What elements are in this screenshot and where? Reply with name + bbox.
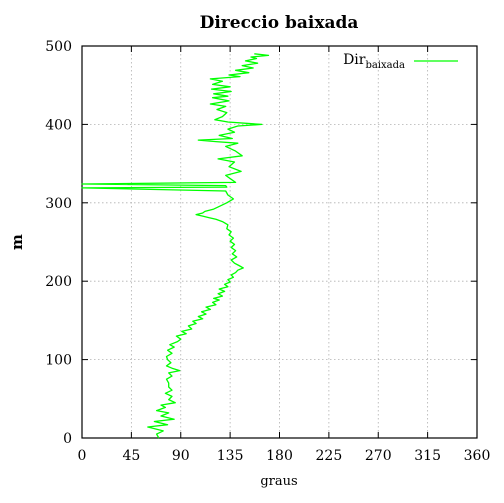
grid-lines <box>82 46 477 438</box>
series-layer <box>81 53 270 439</box>
legend-label: Dirbaixada <box>343 52 405 71</box>
y-axis-label: m <box>8 234 26 250</box>
x-tick-label: 45 <box>122 448 140 464</box>
x-axis-label: graus <box>260 474 297 489</box>
y-tick-label: 500 <box>45 39 72 55</box>
x-tick-label: 270 <box>365 448 392 464</box>
y-tick-label: 0 <box>63 431 72 447</box>
x-tick-label: 90 <box>172 448 190 464</box>
y-tick-label: 300 <box>45 196 72 212</box>
y-tick-label: 100 <box>45 353 72 369</box>
plot-area-frame <box>81 45 478 439</box>
x-tick-label: 225 <box>316 448 343 464</box>
y-tick-label: 400 <box>45 117 72 133</box>
x-tick-label: 180 <box>266 448 293 464</box>
series-line <box>81 53 270 439</box>
x-tick-label: 315 <box>414 448 441 464</box>
x-tick-label: 135 <box>217 448 244 464</box>
chart-title: Direccio baixada <box>200 13 359 33</box>
legend-label-sub: baixada <box>365 60 405 71</box>
x-tick-label: 0 <box>78 448 87 464</box>
legend: Dirbaixada <box>343 52 458 71</box>
x-tick-label: 360 <box>464 448 491 464</box>
y-tick-label: 200 <box>45 274 72 290</box>
axis-ticks: 0 45 90 135 180 225 270 315 360 0 100 200 300 400 500 <box>45 39 490 464</box>
legend-label-main: Dir <box>343 52 366 68</box>
